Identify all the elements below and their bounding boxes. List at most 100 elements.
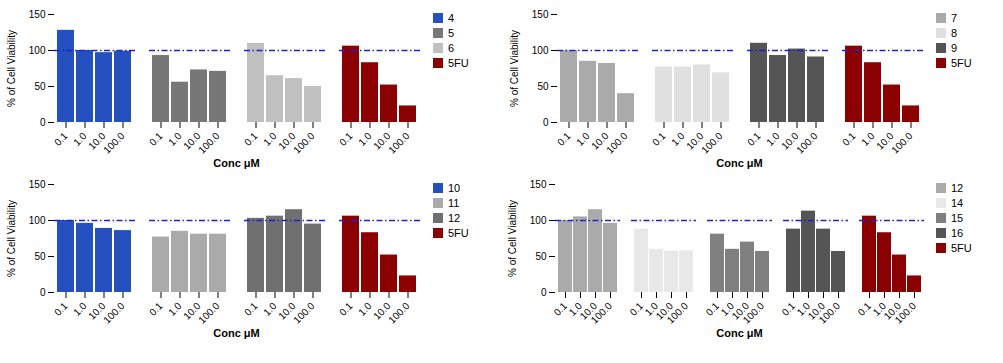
svg-text:% of Cell Viability: % of Cell Viability	[509, 30, 520, 107]
svg-text:10.0: 10.0	[653, 300, 676, 322]
svg-text:0.1: 0.1	[147, 130, 165, 148]
svg-text:0.1: 0.1	[337, 130, 355, 148]
svg-text:1.0: 1.0	[718, 300, 737, 318]
svg-text:100.0: 100.0	[589, 300, 615, 326]
svg-text:10.0: 10.0	[371, 130, 393, 152]
svg-text:0: 0	[541, 287, 547, 298]
svg-text:10.0: 10.0	[684, 130, 706, 152]
svg-text:50: 50	[34, 81, 46, 92]
svg-text:100.0: 100.0	[699, 130, 725, 156]
svg-text:10.0: 10.0	[881, 300, 904, 322]
svg-text:10.0: 10.0	[779, 130, 801, 152]
html-text:5FU: 5FU	[951, 57, 972, 69]
svg-text:% of Cell Viability: % of Cell Viability	[6, 200, 17, 277]
svg-text:0.1: 0.1	[147, 300, 165, 318]
svg-text:0.1: 0.1	[555, 130, 573, 148]
svg-text:1.0: 1.0	[166, 130, 184, 148]
svg-text:100.0: 100.0	[196, 300, 222, 326]
svg-text:100.0: 100.0	[741, 300, 767, 326]
svg-text:0: 0	[40, 287, 46, 298]
svg-text:0.1: 0.1	[840, 130, 858, 148]
svg-text:100.0: 100.0	[386, 130, 412, 156]
svg-text:1.0: 1.0	[794, 300, 813, 318]
svg-text:0: 0	[543, 117, 549, 128]
svg-text:10.0: 10.0	[86, 300, 108, 322]
svg-text:100: 100	[530, 215, 547, 226]
svg-text:100.0: 100.0	[817, 300, 843, 326]
svg-text:1.0: 1.0	[71, 300, 89, 318]
svg-text:100.0: 100.0	[893, 300, 919, 326]
svg-text:100.0: 100.0	[604, 130, 630, 156]
svg-text:10.0: 10.0	[276, 130, 298, 152]
svg-text:0.1: 0.1	[703, 300, 722, 318]
html-text:Conc μM: Conc μM	[213, 157, 260, 169]
svg-text:0.1: 0.1	[855, 300, 874, 318]
svg-text:100.0: 100.0	[101, 130, 127, 156]
svg-text:1.0: 1.0	[166, 300, 184, 318]
svg-text:1.0: 1.0	[642, 300, 661, 318]
svg-text:1.0: 1.0	[261, 130, 279, 148]
svg-text:100.0: 100.0	[889, 130, 915, 156]
svg-text:10.0: 10.0	[276, 300, 298, 322]
svg-text:100: 100	[532, 45, 549, 56]
svg-text:1.0: 1.0	[764, 130, 782, 148]
svg-text:100: 100	[29, 215, 46, 226]
svg-text:150: 150	[29, 9, 46, 20]
html-text:12: 12	[951, 182, 964, 194]
html-text:11: 11	[448, 197, 460, 209]
html-text:Conc μM: Conc μM	[213, 327, 260, 339]
svg-text:0.1: 0.1	[52, 300, 70, 318]
svg-text:% of Cell Viability: % of Cell Viability	[6, 30, 17, 107]
html-text:14: 14	[951, 197, 964, 209]
svg-text:100.0: 100.0	[101, 300, 127, 326]
svg-text:100: 100	[29, 45, 46, 56]
svg-text:100.0: 100.0	[386, 300, 412, 326]
svg-text:1.0: 1.0	[356, 300, 374, 318]
svg-text:10.0: 10.0	[589, 130, 611, 152]
svg-text:1.0: 1.0	[356, 130, 374, 148]
svg-text:50: 50	[535, 251, 547, 262]
svg-text:150: 150	[530, 179, 547, 190]
svg-text:0.1: 0.1	[242, 300, 260, 318]
svg-text:0.1: 0.1	[551, 300, 570, 318]
svg-text:0: 0	[40, 117, 46, 128]
svg-text:1.0: 1.0	[574, 130, 592, 148]
svg-text:50: 50	[537, 81, 549, 92]
svg-text:10.0: 10.0	[86, 130, 108, 152]
svg-text:100.0: 100.0	[196, 130, 222, 156]
svg-text:10.0: 10.0	[181, 130, 203, 152]
svg-text:0.1: 0.1	[779, 300, 798, 318]
svg-text:1.0: 1.0	[71, 130, 89, 148]
svg-text:100.0: 100.0	[291, 130, 317, 156]
svg-text:0.1: 0.1	[337, 300, 355, 318]
html-text:5FU: 5FU	[448, 57, 469, 69]
html-text:Conc μM: Conc μM	[716, 327, 763, 339]
svg-text:10.0: 10.0	[729, 300, 752, 322]
svg-text:0.1: 0.1	[627, 300, 646, 318]
svg-text:1.0: 1.0	[566, 300, 585, 318]
html-text:10: 10	[448, 182, 461, 194]
svg-text:150: 150	[29, 179, 46, 190]
svg-text:0.1: 0.1	[650, 130, 668, 148]
html-text:12: 12	[448, 212, 461, 224]
svg-text:1.0: 1.0	[859, 130, 877, 148]
svg-text:10.0: 10.0	[181, 300, 203, 322]
svg-text:10.0: 10.0	[577, 300, 600, 322]
html-text:5FU: 5FU	[448, 227, 469, 239]
svg-text:50: 50	[34, 251, 46, 262]
svg-text:0.1: 0.1	[745, 130, 763, 148]
svg-text:10.0: 10.0	[371, 300, 393, 322]
svg-text:1.0: 1.0	[669, 130, 687, 148]
svg-text:100.0: 100.0	[291, 300, 317, 326]
svg-text:100.0: 100.0	[665, 300, 691, 326]
svg-text:1.0: 1.0	[870, 300, 889, 318]
svg-text:0.1: 0.1	[242, 130, 260, 148]
svg-text:0.1: 0.1	[52, 130, 70, 148]
svg-text:10.0: 10.0	[805, 300, 828, 322]
svg-text:100.0: 100.0	[794, 130, 820, 156]
svg-text:1.0: 1.0	[261, 300, 279, 318]
svg-text:150: 150	[532, 9, 549, 20]
svg-text:10.0: 10.0	[874, 130, 896, 152]
html-text:Conc μM: Conc μM	[716, 157, 763, 169]
svg-text:% of Cell Viability: % of Cell Viability	[507, 200, 518, 277]
